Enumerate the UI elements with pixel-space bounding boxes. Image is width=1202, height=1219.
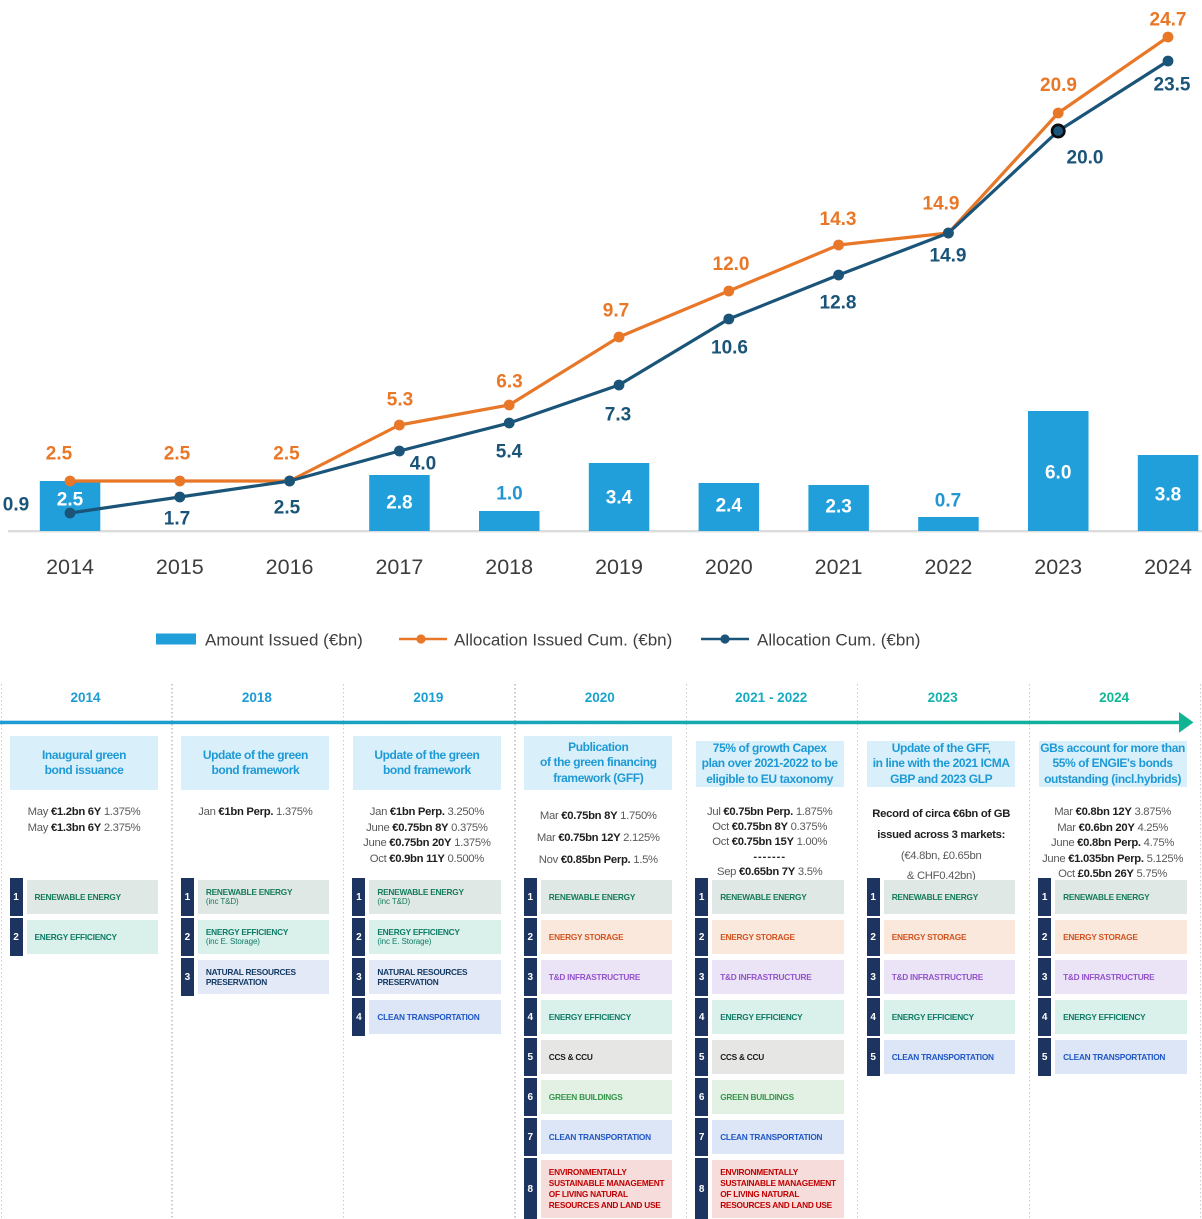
svg-text:2.5: 2.5 — [274, 497, 301, 518]
svg-text:12.0: 12.0 — [713, 254, 750, 275]
svg-text:1.7: 1.7 — [164, 508, 190, 529]
svg-text:2015: 2015 — [156, 555, 204, 579]
svg-text:9.7: 9.7 — [603, 300, 629, 321]
svg-text:6.3: 6.3 — [496, 371, 522, 392]
svg-text:0.7: 0.7 — [935, 490, 961, 511]
svg-text:14.3: 14.3 — [820, 209, 857, 230]
svg-text:Amount Issued (€bn): Amount Issued (€bn) — [205, 631, 363, 650]
svg-text:5.3: 5.3 — [387, 389, 413, 410]
svg-text:24.7: 24.7 — [1150, 9, 1187, 30]
svg-text:2022: 2022 — [924, 555, 972, 579]
svg-text:2.5: 2.5 — [164, 443, 191, 464]
svg-text:6.0: 6.0 — [1045, 462, 1071, 483]
svg-text:2.5: 2.5 — [46, 443, 73, 464]
svg-text:2.8: 2.8 — [386, 492, 412, 513]
svg-text:2016: 2016 — [266, 555, 314, 579]
svg-text:0.9: 0.9 — [3, 494, 29, 515]
svg-text:4.0: 4.0 — [410, 453, 436, 474]
svg-text:3.4: 3.4 — [606, 487, 633, 508]
svg-text:14.9: 14.9 — [923, 193, 960, 214]
svg-text:2.5: 2.5 — [273, 443, 300, 464]
svg-text:3.8: 3.8 — [1155, 484, 1181, 505]
svg-text:20.0: 20.0 — [1067, 147, 1104, 168]
svg-text:2021: 2021 — [815, 555, 863, 579]
svg-text:2017: 2017 — [375, 555, 423, 579]
svg-text:20.9: 20.9 — [1040, 75, 1077, 96]
svg-text:2023: 2023 — [1034, 555, 1082, 579]
svg-text:10.6: 10.6 — [711, 337, 748, 358]
svg-text:2024: 2024 — [1144, 555, 1192, 579]
svg-text:12.8: 12.8 — [820, 292, 857, 313]
svg-text:2.3: 2.3 — [825, 496, 851, 517]
svg-text:Allocation Issued Cum. (€bn): Allocation Issued Cum. (€bn) — [454, 631, 672, 650]
svg-text:5.4: 5.4 — [496, 441, 523, 462]
svg-text:7.3: 7.3 — [605, 404, 631, 425]
svg-text:14.9: 14.9 — [930, 245, 967, 266]
svg-text:Allocation Cum. (€bn): Allocation Cum. (€bn) — [757, 631, 920, 650]
svg-text:2.4: 2.4 — [716, 495, 743, 516]
svg-text:2020: 2020 — [705, 555, 753, 579]
svg-text:2019: 2019 — [595, 555, 643, 579]
svg-text:2014: 2014 — [46, 555, 94, 579]
svg-text:2018: 2018 — [485, 555, 533, 579]
svg-text:1.0: 1.0 — [496, 483, 522, 504]
svg-text:2.5: 2.5 — [57, 489, 84, 510]
svg-text:23.5: 23.5 — [1154, 74, 1191, 95]
